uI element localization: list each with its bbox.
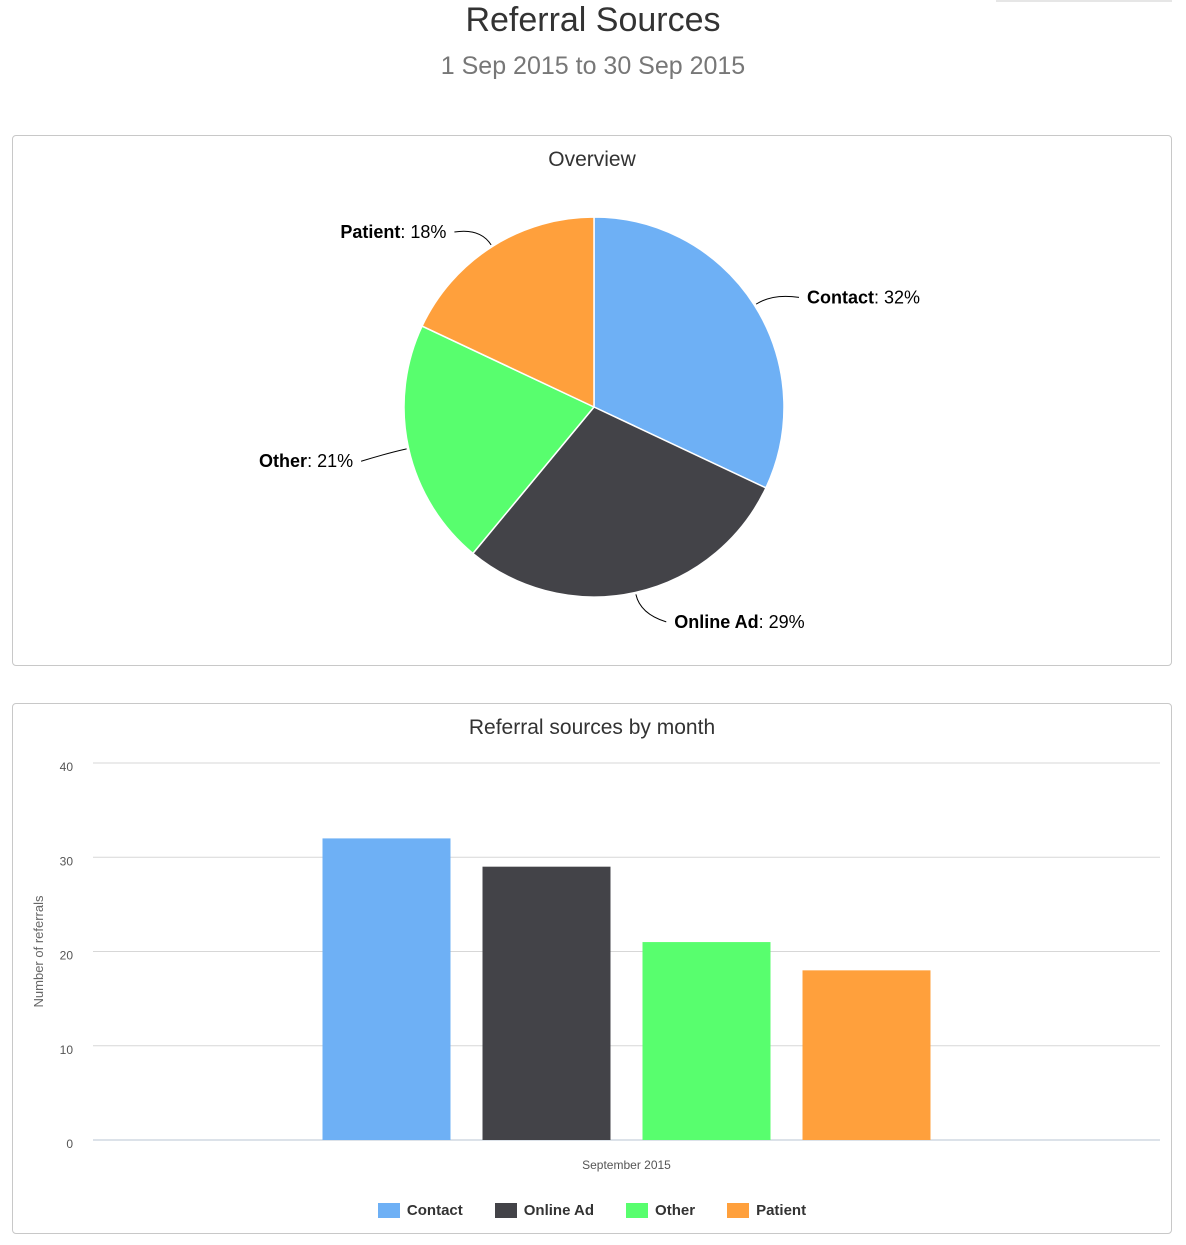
header-accent xyxy=(996,0,1172,2)
page-subtitle: 1 Sep 2015 to 30 Sep 2015 xyxy=(440,52,746,80)
pie-label-value: : 21% xyxy=(307,451,353,471)
y-tick-label: 10 xyxy=(60,1043,74,1057)
bar-patient[interactable] xyxy=(802,970,931,1140)
y-tick-label: 0 xyxy=(66,1137,73,1151)
pie-label-other: Other: 21% xyxy=(259,451,353,471)
legend-label: Online Ad xyxy=(523,1202,595,1219)
legend-swatch xyxy=(377,1203,400,1218)
pie-label-category: Other xyxy=(259,451,307,471)
pie-label-category: Online Ad xyxy=(674,612,758,632)
y-axis-title: Number of referrals xyxy=(31,895,46,1007)
pie-label-patient: Patient: 18% xyxy=(340,222,446,242)
pie-chart-title: Overview xyxy=(548,148,636,171)
page-title: Referral Sources xyxy=(465,1,721,39)
pie-label-contact: Contact: 32% xyxy=(807,287,920,307)
overview-panel: Overview Contact: 32% Online Ad: 29% Other… xyxy=(12,135,1172,666)
pie-connector-other xyxy=(360,448,407,462)
pie-label-category: Patient xyxy=(340,222,400,242)
bar-chart-legend: Contact Online Ad Other Patient xyxy=(13,1202,1171,1219)
bar-chart-title: Referral sources by month xyxy=(468,716,716,739)
bar-online-ad[interactable] xyxy=(482,866,611,1140)
pie-slice-online-ad[interactable] xyxy=(471,406,767,598)
pie-connector-online-ad xyxy=(635,594,667,623)
legend-item-patient[interactable]: Patient xyxy=(727,1202,806,1219)
legend-item-contact[interactable]: Contact xyxy=(377,1202,463,1219)
pie-connector-contact xyxy=(755,295,800,305)
legend-item-other[interactable]: Other xyxy=(626,1202,695,1219)
legend-item-online-ad[interactable]: Online Ad xyxy=(494,1202,595,1219)
legend-label: Other xyxy=(655,1202,696,1219)
pie-label-value: : 32% xyxy=(874,287,920,307)
legend-swatch xyxy=(626,1203,649,1218)
bar-chart: 0 10 20 30 40 Number of referrals September 20… xyxy=(31,760,1160,1172)
legend-swatch xyxy=(727,1203,750,1218)
pie-chart: Contact: 32% Online Ad: 29% Other: 21% Pati… xyxy=(259,216,920,632)
y-tick-label: 30 xyxy=(60,854,74,868)
pie-label-category: Contact xyxy=(807,287,874,307)
legend-label: Patient xyxy=(756,1202,807,1219)
pie-label-online-ad: Online Ad: 29% xyxy=(674,612,804,632)
bar-other[interactable] xyxy=(642,942,771,1140)
pie-slice-patient[interactable] xyxy=(421,216,595,409)
pie-connector-patient xyxy=(454,230,492,246)
legend-label: Contact xyxy=(406,1202,463,1219)
pie-label-value: : 18% xyxy=(400,222,446,242)
pie-label-value: : 29% xyxy=(759,612,805,632)
y-tick-label: 40 xyxy=(60,760,74,774)
pie-slice-contact[interactable] xyxy=(593,216,785,489)
pie-slice-other[interactable] xyxy=(403,325,596,555)
bar-contact[interactable] xyxy=(322,838,451,1140)
y-tick-label: 20 xyxy=(60,949,74,963)
monthly-panel: Referral sources by month 0 10 20 30 40 Numbe… xyxy=(12,703,1172,1234)
legend-swatch xyxy=(494,1203,517,1218)
x-tick-label: September 2015 xyxy=(582,1158,671,1172)
